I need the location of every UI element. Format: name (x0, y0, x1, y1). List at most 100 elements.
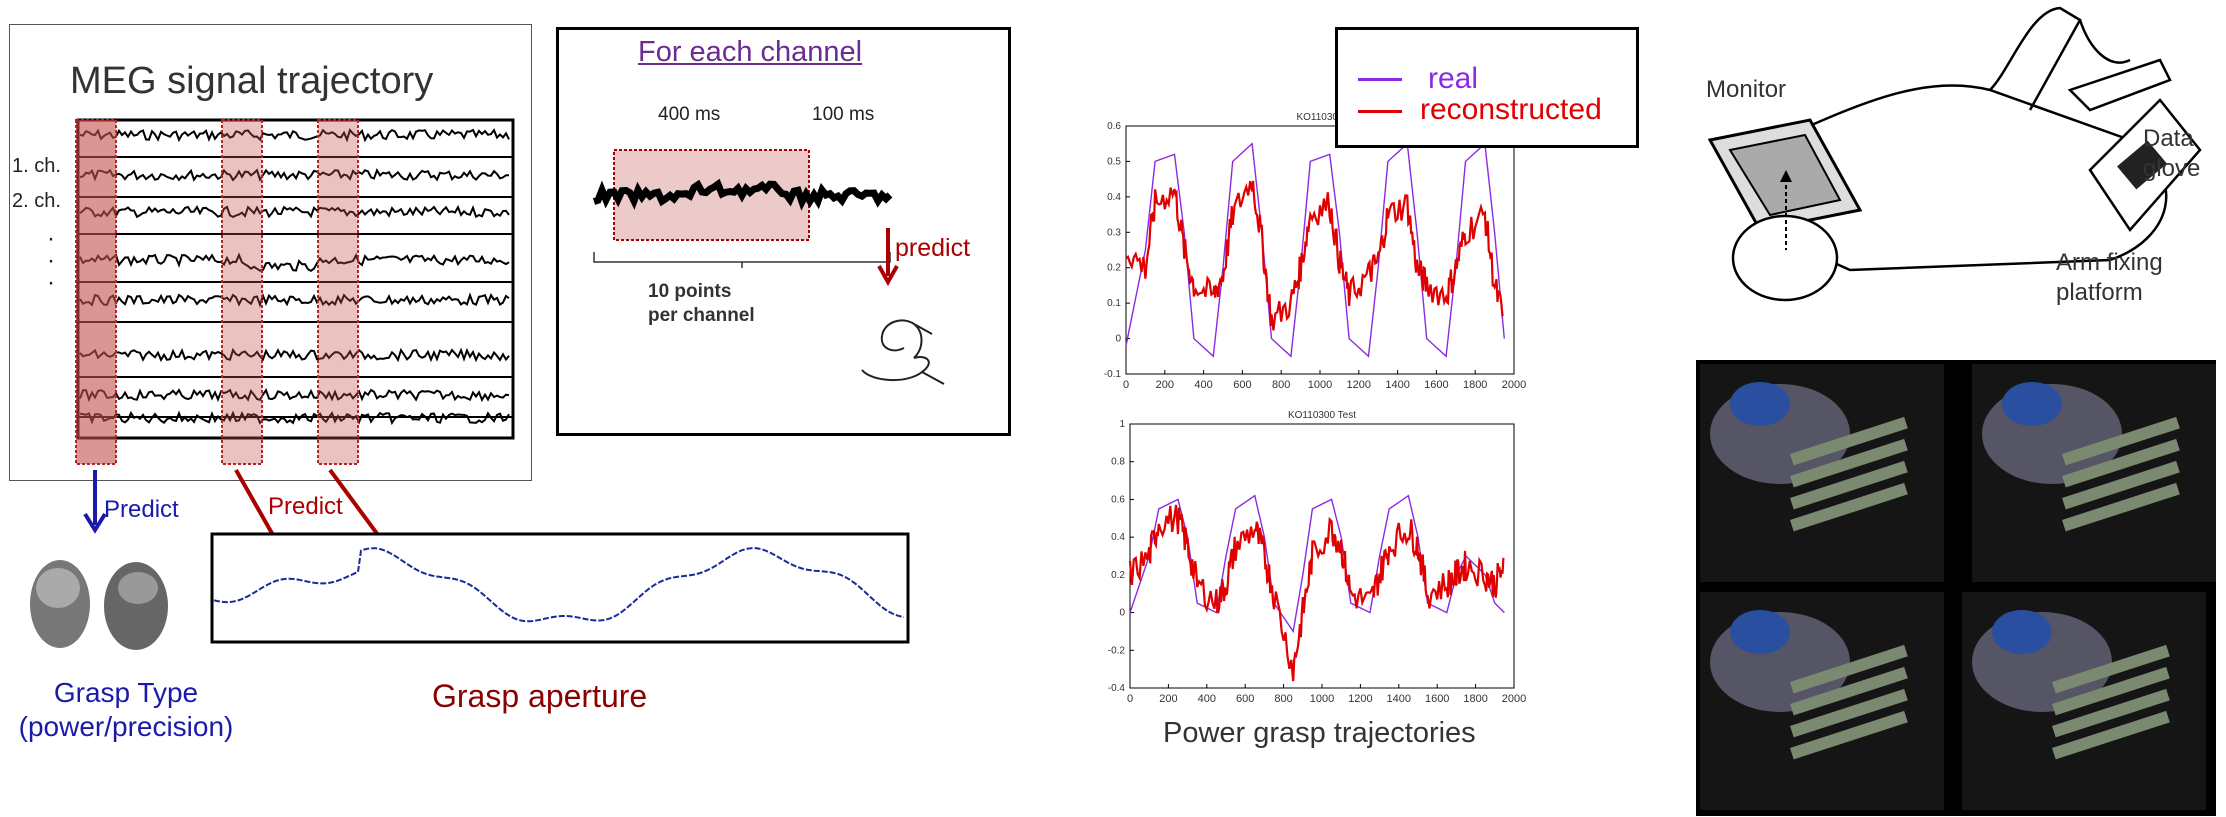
series-real-line (1125, 142, 1505, 358)
chart-title: KO110300 Test (1288, 410, 1356, 421)
grasp-aperture-plot (210, 532, 910, 644)
x-tick-label: 1600 (1425, 693, 1449, 705)
data-glove-label: Data glove (2143, 124, 2200, 184)
robot-finger (2052, 644, 2170, 694)
y-tick-label: 0.5 (1107, 156, 1121, 167)
grasp-type-line2: (power/precision) (18, 711, 234, 742)
arm-platform-line1: Arm fixing (2056, 249, 2163, 276)
y-tick-label: -0.2 (1108, 645, 1126, 656)
channel-label-1: 1. ch. (12, 155, 61, 177)
x-tick-label: 600 (1236, 693, 1254, 705)
series-reconstructed-line (1125, 180, 1505, 331)
x-tick-label: 0 (1127, 693, 1133, 705)
robot-finger (1790, 666, 1908, 716)
chart-1: KO110308 0 200 400 600 800 1000 1200 1400 1600 180… (1104, 112, 1526, 391)
setup-drawing (1707, 6, 2202, 302)
hand-sketch-icon (861, 319, 945, 385)
legend-reconstructed-label: reconstructed (1420, 93, 1602, 126)
robot-finger (1790, 438, 1908, 488)
x-tick-label: 1800 (1463, 693, 1487, 705)
meg-channel-trace (79, 347, 510, 363)
arm-platform-label: Arm fixing platform (2056, 248, 2163, 308)
robot-finger (2052, 666, 2170, 716)
robot-hand-overlays (1710, 382, 2180, 760)
x-tick-label: 600 (1233, 379, 1251, 391)
x-tick-label: 1200 (1348, 693, 1372, 705)
window-2 (221, 119, 263, 465)
meg-title: MEG signal trajectory (70, 60, 434, 102)
y-tick-label: 0.2 (1111, 570, 1125, 581)
arm-platform-line2: platform (2056, 279, 2143, 306)
x-tick-label: 1400 (1387, 693, 1411, 705)
predict-blue-arrow (83, 470, 107, 534)
meg-traces (75, 118, 515, 465)
meg-channel-trace (79, 204, 510, 219)
window-3 (317, 119, 359, 465)
x-tick-label: 400 (1198, 693, 1216, 705)
robot-finger (2062, 416, 2180, 466)
predict-small-arrow (877, 228, 899, 287)
chart-2: KO110300 Test 0 200 400 600 800 1000 1200 1400 16… (1108, 410, 1526, 705)
robot-finger (2052, 688, 2170, 738)
legend-reconstructed-line (1358, 110, 1402, 113)
robot-finger (1790, 710, 1908, 760)
meg-channel-trace (79, 128, 510, 143)
meg-channel-trace (79, 292, 510, 308)
data-glove-line1: Data (2143, 125, 2194, 152)
robot-finger (1790, 644, 1908, 694)
x-tick-label: 0 (1123, 379, 1129, 391)
robot-finger (2052, 710, 2170, 760)
x-tick-label: 200 (1159, 693, 1177, 705)
y-tick-label: 0.1 (1107, 298, 1121, 309)
legend-real-line (1358, 78, 1402, 81)
plot-area (1129, 423, 1515, 689)
grasp-hands-image (30, 560, 168, 650)
x-tick-label: 2000 (1502, 379, 1526, 391)
y-tick-label: 0.6 (1111, 494, 1125, 505)
x-tick-label: 1000 (1308, 379, 1332, 391)
y-tick-label: 0.4 (1107, 192, 1121, 203)
meg-channel-trace (79, 388, 510, 403)
channel-box-title: For each channel (638, 36, 863, 68)
x-tick-label: 200 (1156, 379, 1174, 391)
meg-channel-trace (79, 410, 510, 426)
x-tick-label: 800 (1272, 379, 1290, 391)
meg-channel-trace (79, 167, 509, 182)
series-real-line (1129, 494, 1505, 634)
y-tick-label: 0.3 (1107, 227, 1121, 238)
channel-box (556, 27, 1011, 436)
monitor-label: Monitor (1706, 76, 1787, 103)
data-glove-line2: glove (2143, 155, 2201, 182)
chart-title: KO110308 (1296, 112, 1344, 123)
grasp-aperture-label: Grasp aperture (432, 678, 648, 714)
robot-finger (1790, 416, 1908, 466)
points-line2: per channel (648, 305, 755, 326)
predict-red-label: Predict (268, 493, 343, 520)
x-tick-label: 400 (1194, 379, 1212, 391)
x-tick-label: 2000 (1502, 693, 1526, 705)
time-label-100: 100 ms (812, 104, 875, 125)
points-label: 10 points per channel (648, 280, 755, 328)
x-tick-label: 1800 (1463, 379, 1487, 391)
y-tick-label: 0.4 (1111, 532, 1125, 543)
x-tick-label: 1200 (1347, 379, 1371, 391)
y-tick-label: 0 (1119, 608, 1125, 619)
y-tick-label: 0 (1115, 334, 1121, 345)
grasp-type-line1: Grasp Type (53, 677, 199, 708)
window-1 (75, 119, 117, 465)
y-tick-label: -0.4 (1108, 683, 1126, 694)
y-tick-label: 0.8 (1111, 457, 1125, 468)
robot-finger (1789, 688, 1908, 738)
grasp-type-label: Grasp Type (power/precision) (0, 676, 252, 744)
channel-ellipsis: · · · (47, 225, 55, 296)
x-tick-label: 1600 (1424, 379, 1448, 391)
predict-blue-label: Predict (104, 496, 179, 523)
y-tick-label: 0.2 (1107, 263, 1121, 274)
predict-small-label: predict (895, 234, 971, 262)
legend-box: real reconstructed (1335, 27, 1639, 148)
time-label-400: 400 ms (658, 104, 721, 125)
y-tick-label: -0.1 (1104, 369, 1122, 380)
robot-finger (2062, 460, 2180, 510)
channel-signal (592, 149, 893, 268)
points-line1: 10 points (648, 281, 732, 302)
